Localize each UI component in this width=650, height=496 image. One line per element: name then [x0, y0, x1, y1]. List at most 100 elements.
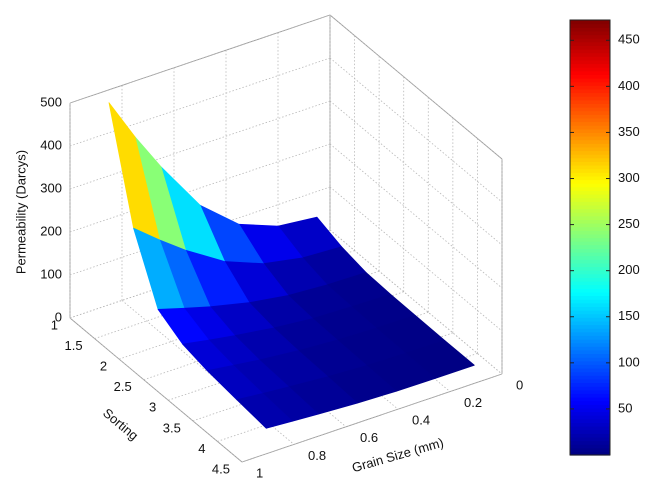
colorbar-band [570, 375, 610, 380]
colorbar-tick-label: 300 [618, 170, 640, 185]
colorbar-band [570, 349, 610, 355]
colorbar-band [570, 444, 610, 449]
colorbar-band [570, 237, 610, 242]
colorbar-band [570, 121, 610, 126]
z-axis-label: Permeability (Darcys) [13, 150, 28, 274]
y-tick-label: 1.5 [64, 338, 82, 353]
colorbar-band [570, 204, 610, 210]
surface [108, 102, 475, 429]
colorbar-band [570, 281, 610, 286]
colorbar-band [570, 407, 610, 413]
colorbar-band [570, 168, 610, 173]
colorbar-band [570, 233, 610, 239]
colorbar-band [570, 107, 610, 112]
colorbar-band [570, 139, 610, 144]
colorbar-band [570, 299, 610, 304]
y-tick-label: 2 [100, 359, 107, 374]
colorbar-tick-label: 450 [618, 32, 640, 47]
colorbar-band [570, 30, 610, 36]
colorbar-band [570, 230, 610, 235]
colorbar-band [570, 201, 610, 206]
surface-patch [236, 393, 293, 429]
colorbar-band [570, 85, 610, 90]
colorbar-band [570, 317, 610, 322]
colorbar-band [570, 357, 610, 362]
colorbar-band [570, 335, 610, 340]
colorbar-band [570, 172, 610, 177]
grid-line [69, 143, 331, 233]
colorbar-band [570, 291, 610, 297]
colorbar-band [570, 320, 610, 326]
colorbar-band [570, 313, 610, 318]
colorbar-band [570, 63, 610, 68]
colorbar-band [570, 328, 610, 333]
y-tick-label: 3.5 [163, 420, 181, 435]
colorbar-band [570, 179, 610, 184]
colorbar-band [570, 136, 610, 141]
colorbar-band [570, 132, 610, 137]
colorbar-band [570, 418, 610, 423]
colorbar-band [570, 103, 610, 108]
colorbar-band [570, 186, 610, 191]
colorbar-band [570, 45, 610, 50]
y-tick-label: 3 [149, 400, 156, 415]
y-tick-label: 4.5 [212, 461, 230, 476]
colorbar-band [570, 295, 610, 300]
colorbar-band [570, 110, 610, 115]
colorbar-band [570, 190, 610, 195]
colorbar-band [570, 38, 610, 43]
colorbar-band [570, 146, 610, 152]
colorbar-band [570, 81, 610, 86]
colorbar-band [570, 27, 610, 32]
grid-line [329, 143, 503, 289]
z-tick-label: 300 [40, 180, 62, 195]
colorbar-band [570, 74, 610, 79]
colorbar-band [570, 114, 610, 119]
colorbar-band [570, 302, 610, 307]
colorbar-band [570, 397, 610, 402]
grid-line [69, 14, 331, 104]
colorbar-band [570, 277, 610, 282]
colorbar-band [570, 436, 610, 442]
colorbar-band [570, 415, 610, 420]
colorbar-tick-label: 350 [618, 124, 640, 139]
colorbar-band [570, 128, 610, 133]
colorbar-tick-label: 250 [618, 216, 640, 231]
colorbar-band [570, 386, 610, 391]
colorbar-band [570, 288, 610, 293]
colorbar-band [570, 342, 610, 347]
grid-line [329, 14, 503, 160]
colorbar-band [570, 378, 610, 384]
colorbar-band [570, 360, 610, 365]
colorbar-band [570, 422, 610, 427]
y-tick-label: 2.5 [114, 379, 132, 394]
colorbar-band [570, 451, 610, 456]
x-tick-label: 0 [516, 377, 523, 392]
colorbar-band [570, 157, 610, 162]
colorbar-band [570, 241, 610, 246]
colorbar-band [570, 400, 610, 405]
colorbar-band [570, 194, 610, 199]
colorbar-frame [569, 19, 611, 456]
colorbar-band [570, 125, 610, 130]
y-axis-label: Sorting [100, 405, 141, 443]
colorbar-band [570, 393, 610, 398]
colorbar-band [570, 266, 610, 271]
colorbar-tick-label: 100 [618, 354, 640, 369]
colorbar-band [570, 99, 610, 104]
colorbar-band [570, 255, 610, 260]
colorbar-band [570, 259, 610, 264]
colorbar-band [570, 161, 610, 166]
colorbar-band [570, 34, 610, 39]
z-tick-label: 400 [40, 137, 62, 152]
colorbar-band [570, 88, 610, 94]
grid-line [69, 317, 243, 463]
colorbar-band [570, 150, 610, 155]
grid-line [241, 373, 503, 463]
colorbar-band [570, 270, 610, 275]
z-tick-label: 200 [40, 223, 62, 238]
colorbar-band [570, 382, 610, 387]
colorbar-band [570, 183, 610, 188]
colorbar-band [570, 273, 610, 278]
